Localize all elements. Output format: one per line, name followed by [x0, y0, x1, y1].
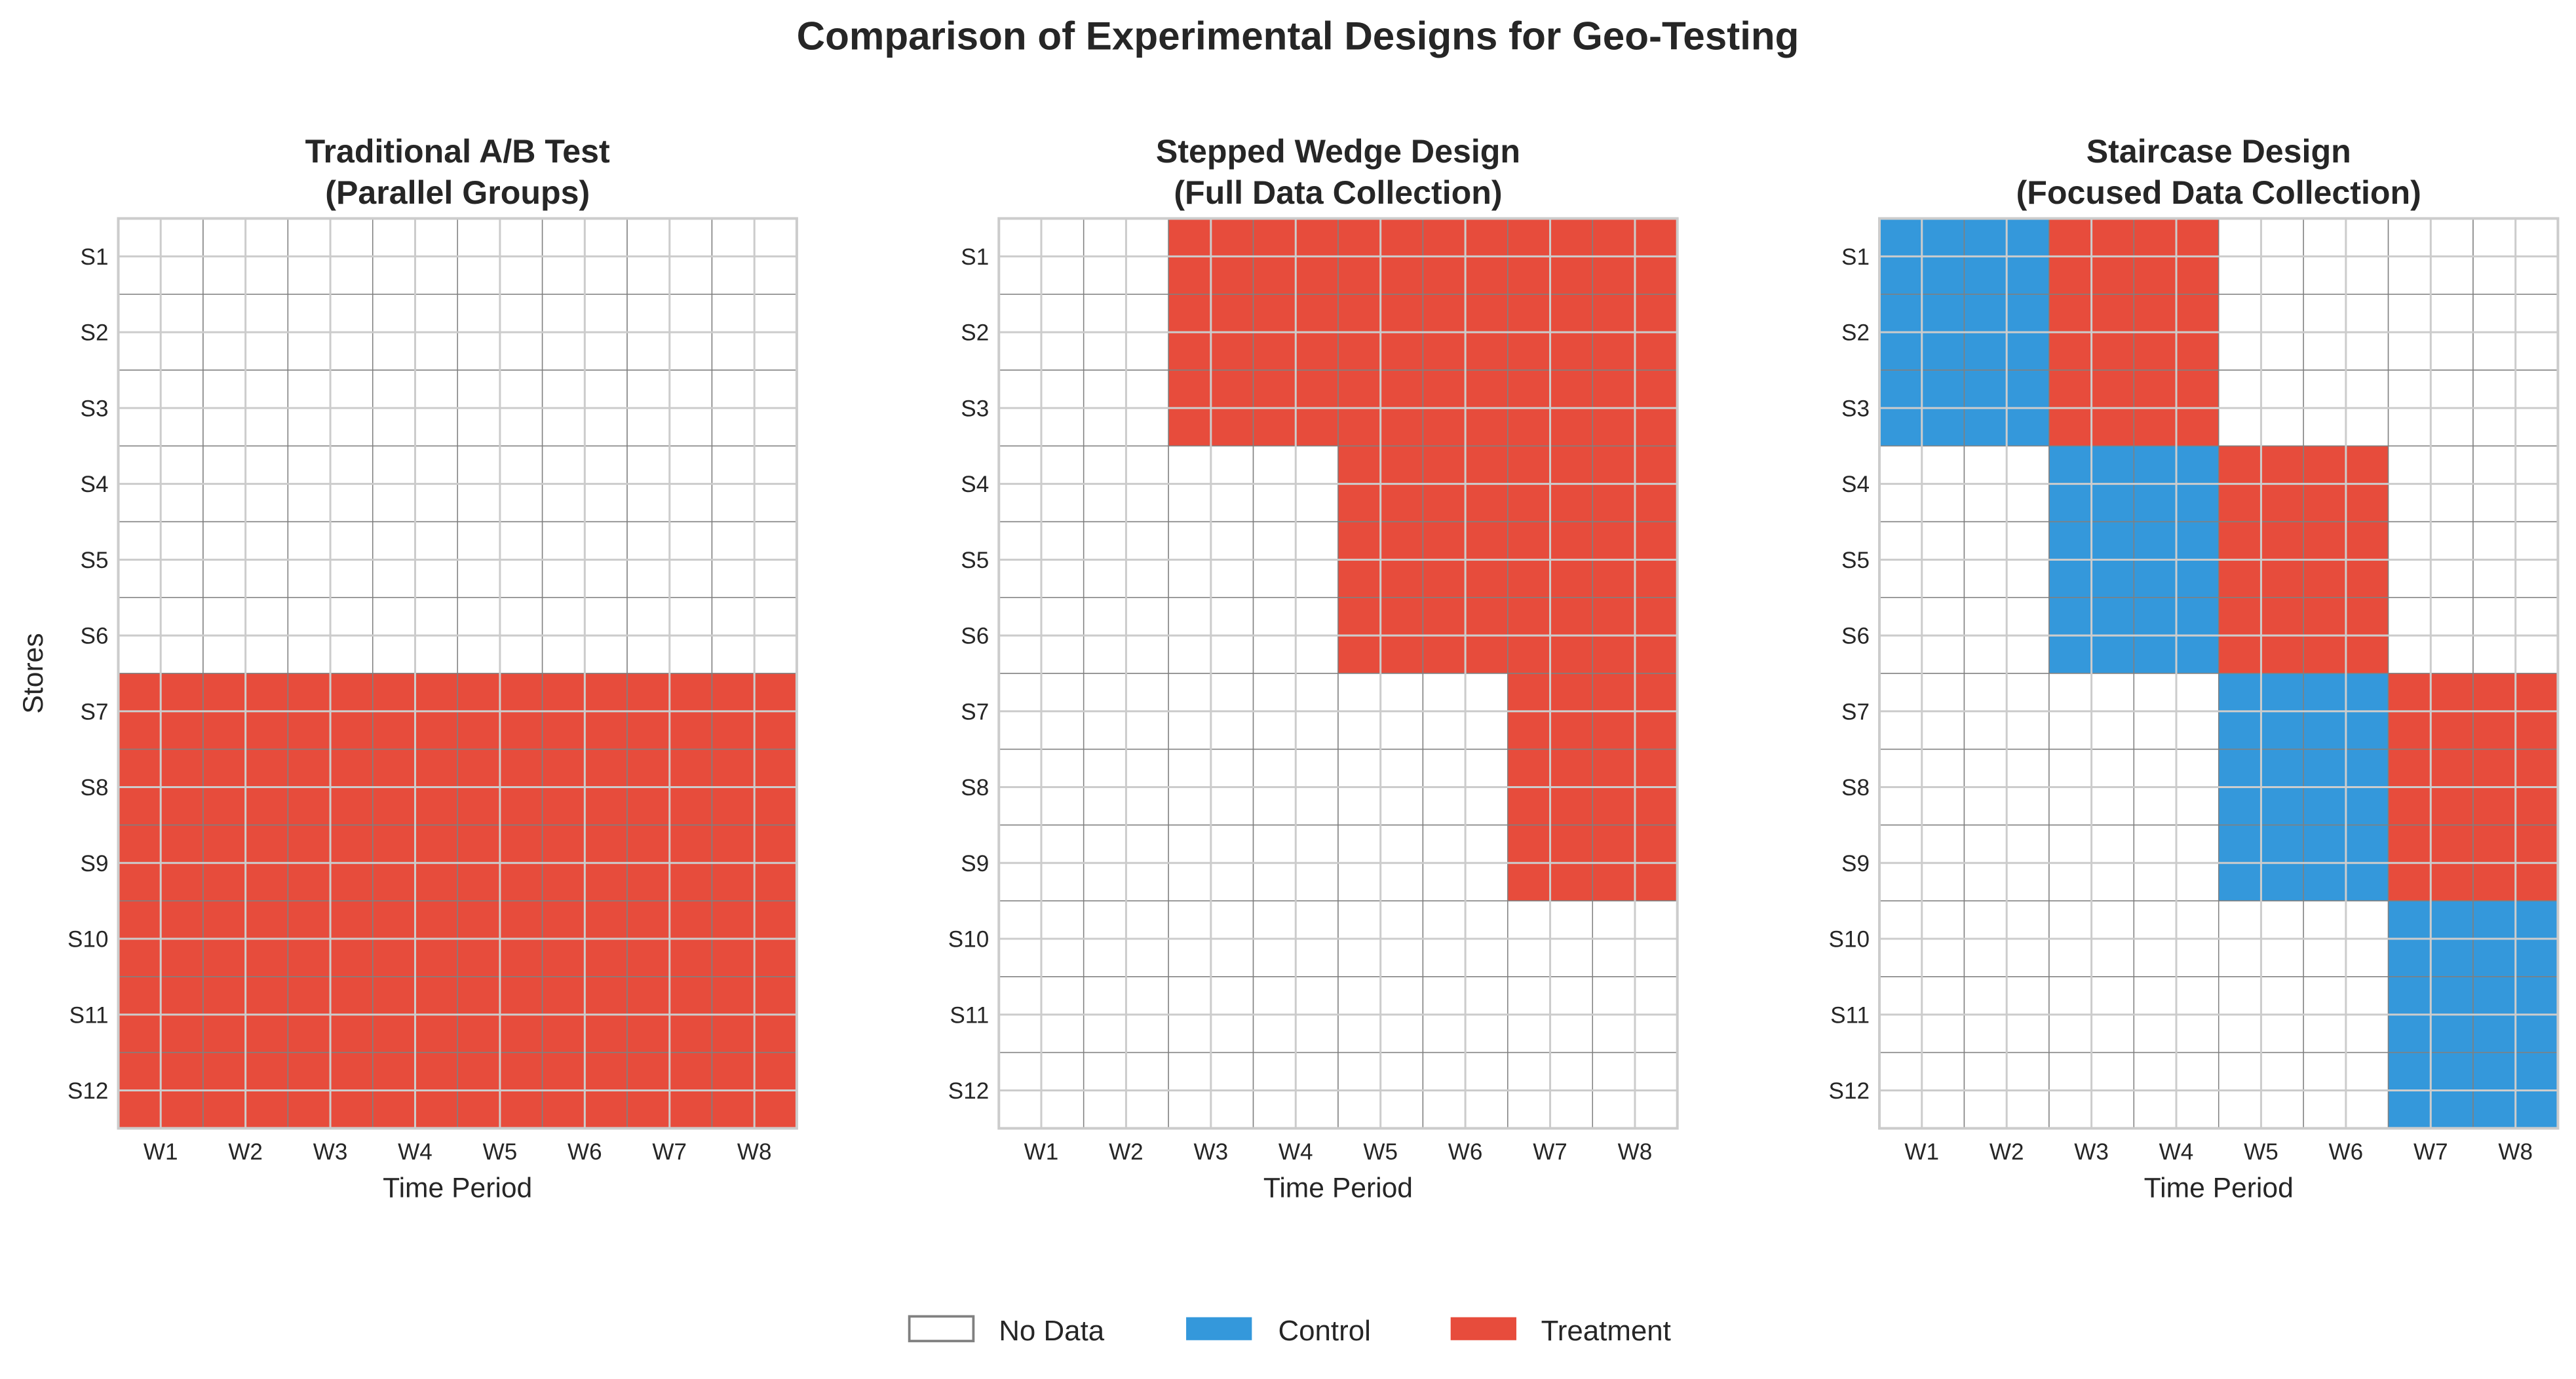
y-tick-label: S12	[67, 1078, 108, 1104]
y-tick-label: S2	[1841, 320, 1870, 346]
panel-title: Staircase Design	[2086, 133, 2351, 170]
y-tick-label: S12	[948, 1078, 989, 1104]
axes-frame	[997, 217, 1679, 1130]
y-tick-label: S2	[81, 320, 109, 346]
y-tick-label: S9	[81, 851, 109, 877]
panel-1: Traditional A/B Test (Parallel Groups) W1 W…	[18, 133, 798, 1204]
x-tick-label: W1	[1024, 1139, 1059, 1165]
y-tick-label: S7	[961, 699, 989, 725]
y-tick-label: S8	[1841, 775, 1870, 801]
y-tick-label: S11	[69, 1002, 109, 1028]
panel-title: (Full Data Collection)	[1174, 174, 1502, 211]
x-tick-label: W1	[144, 1139, 178, 1165]
y-tick-label: S6	[81, 624, 109, 649]
y-tick-label: S9	[961, 851, 989, 877]
legend-label-control: Control	[1278, 1315, 1370, 1347]
legend-swatch-control	[1186, 1317, 1252, 1340]
y-tick-label: S8	[961, 775, 989, 801]
y-tick-label: S12	[1829, 1078, 1870, 1104]
x-tick-label: W8	[2498, 1139, 2533, 1165]
y-tick-label: S5	[81, 548, 109, 573]
y-tick-label: S1	[961, 244, 989, 270]
y-tick-label: S7	[81, 699, 109, 725]
panel-3: Staircase Design (Focused Data Collection…	[1829, 133, 2560, 1204]
panel-2: Stepped Wedge Design (Full Data Collectio…	[948, 133, 1679, 1204]
x-tick-label: W5	[1363, 1139, 1398, 1165]
axes-frame	[117, 217, 798, 1130]
x-axis-label: Time Period	[2144, 1173, 2294, 1204]
y-tick-label: S3	[1841, 396, 1870, 421]
panel-title: Stepped Wedge Design	[1156, 133, 1520, 170]
legend: No Data Control Treatment	[908, 1315, 1671, 1347]
x-tick-label: W3	[313, 1139, 348, 1165]
legend-label-treatment: Treatment	[1541, 1315, 1671, 1347]
y-tick-label: S5	[1841, 548, 1870, 573]
x-tick-label: W2	[228, 1139, 263, 1165]
y-tick-label: S1	[1841, 244, 1870, 270]
x-tick-label: W6	[567, 1139, 602, 1165]
x-tick-label: W8	[737, 1139, 772, 1165]
y-tick-label: S10	[948, 927, 989, 953]
y-tick-label: S7	[1841, 699, 1870, 725]
x-tick-label: W7	[2413, 1139, 2448, 1165]
x-tick-label: W3	[2074, 1139, 2109, 1165]
y-axis-label: Stores	[18, 633, 49, 713]
y-tick-label: S6	[1841, 624, 1870, 649]
x-tick-label: W6	[1448, 1139, 1483, 1165]
y-tick-label: S4	[961, 472, 989, 497]
x-tick-label: W5	[483, 1139, 518, 1165]
y-tick-label: S10	[67, 927, 108, 953]
panel-title: (Parallel Groups)	[325, 174, 590, 211]
x-axis-label: Time Period	[383, 1173, 532, 1204]
x-tick-label: W5	[2244, 1139, 2278, 1165]
x-tick-label: W8	[1618, 1139, 1653, 1165]
y-tick-label: S2	[961, 320, 989, 346]
legend-swatch-no-data	[908, 1315, 975, 1342]
y-tick-label: S5	[961, 548, 989, 573]
y-tick-label: S1	[81, 244, 109, 270]
legend-label-no-data: No Data	[999, 1315, 1105, 1347]
panel-title: Traditional A/B Test	[305, 133, 610, 170]
x-tick-label: W6	[2329, 1139, 2364, 1165]
panel-title: (Focused Data Collection)	[2016, 174, 2421, 211]
y-tick-label: S6	[961, 624, 989, 649]
y-tick-label: S4	[1841, 472, 1870, 497]
x-tick-label: W4	[398, 1139, 433, 1165]
x-tick-label: W2	[1990, 1139, 2024, 1165]
x-axis-label: Time Period	[1263, 1173, 1413, 1204]
y-tick-label: S3	[961, 396, 989, 421]
y-tick-label: S9	[1841, 851, 1870, 877]
x-tick-label: W7	[652, 1139, 687, 1165]
y-tick-label: S11	[1830, 1002, 1870, 1028]
axes-frame	[1878, 217, 2560, 1130]
x-tick-label: W3	[1194, 1139, 1229, 1165]
legend-swatch-treatment	[1450, 1317, 1516, 1340]
y-tick-label: S10	[1829, 927, 1870, 953]
x-tick-label: W4	[2159, 1139, 2194, 1165]
x-tick-label: W2	[1109, 1139, 1144, 1165]
y-tick-label: S3	[81, 396, 109, 421]
x-tick-label: W1	[1904, 1139, 1939, 1165]
y-tick-label: S11	[950, 1002, 989, 1028]
y-tick-label: S8	[81, 775, 109, 801]
x-tick-label: W4	[1278, 1139, 1313, 1165]
chart-title: Comparison of Experimental Designs for G…	[797, 14, 1799, 58]
x-tick-label: W7	[1533, 1139, 1567, 1165]
y-tick-label: S4	[81, 472, 109, 497]
